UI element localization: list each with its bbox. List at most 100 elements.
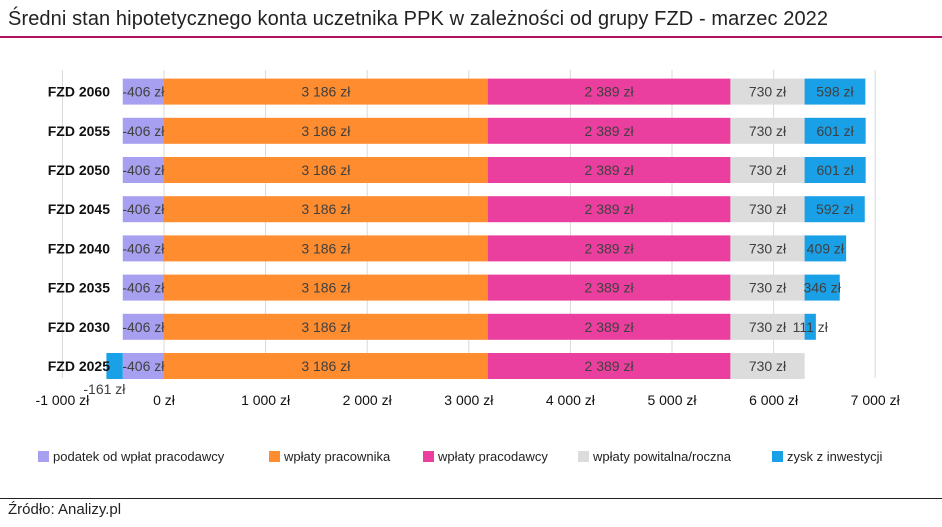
data-label: 3 186 zł <box>301 319 351 335</box>
category-label: FZD 2030 <box>48 319 110 335</box>
x-tick-label: 7 000 zł <box>851 392 901 408</box>
x-tick-label: 0 zł <box>153 392 176 408</box>
bar-segment <box>730 313 805 340</box>
legend-swatch <box>772 451 783 462</box>
bar-segment <box>730 117 805 144</box>
stacked-bar-chart: -406 zł 3 186 zł 2 389 zł 730 zł 598 zł -406 … <box>36 70 901 464</box>
bar-segment <box>487 274 731 301</box>
bar-segment <box>122 117 164 144</box>
bar-segment <box>164 313 488 340</box>
bar-segment <box>164 157 488 183</box>
bar-segment <box>122 196 164 223</box>
bar-segment <box>487 235 731 262</box>
x-tick-label: 4 000 zł <box>546 392 596 408</box>
legend-swatch <box>423 451 434 462</box>
x-axis: -1 000 zł 0 zł 1 000 zł 2 000 zł 3 000 zł 4 0… <box>36 392 901 408</box>
bar-segment <box>730 78 805 105</box>
bar-segment <box>730 157 805 183</box>
data-label: 2 389 zł <box>585 123 635 139</box>
data-label: 730 zł <box>749 358 787 374</box>
bar-segment <box>730 274 805 301</box>
data-label: 730 zł <box>749 201 787 217</box>
bar-segment <box>804 274 840 301</box>
data-label: -406 zł <box>122 84 165 100</box>
bar-segment <box>487 117 731 144</box>
category-label: FZD 2050 <box>48 162 110 178</box>
bar-segment <box>164 353 488 379</box>
data-label: 3 186 zł <box>301 240 351 256</box>
bar-segment <box>487 313 731 340</box>
data-label: 3 186 zł <box>301 84 351 100</box>
category-label: FZD 2055 <box>48 123 110 139</box>
bar-segment <box>730 235 805 262</box>
footer-divider <box>0 498 942 499</box>
bar-segment <box>122 157 164 183</box>
x-tick-label: 3 000 zł <box>444 392 494 408</box>
bar-segment <box>804 117 866 144</box>
legend: podatek od wpłat pracodawcy wpłaty pracow… <box>38 449 882 464</box>
data-label: 3 186 zł <box>301 280 351 296</box>
bars <box>106 78 866 379</box>
x-tick-label: 5 000 zł <box>647 392 697 408</box>
bar-segment <box>804 235 847 262</box>
data-label: 730 zł <box>749 280 787 296</box>
bar-segment <box>487 78 731 105</box>
data-label: 111 zł <box>793 319 829 335</box>
bar-segment <box>804 313 816 340</box>
bar-segment <box>122 353 164 379</box>
legend-swatch <box>38 451 49 462</box>
data-label: 409 zł <box>807 240 845 256</box>
bar-segment <box>164 117 488 144</box>
bar-segment <box>804 157 866 183</box>
data-label: 730 zł <box>749 319 787 335</box>
category-label: FZD 2025 <box>48 358 110 374</box>
x-tick-label: -1 000 zł <box>36 392 91 408</box>
data-label: 3 186 zł <box>301 358 351 374</box>
data-label: 346 zł <box>803 280 841 296</box>
data-label: 3 186 zł <box>301 162 351 178</box>
bar-segment <box>106 353 123 379</box>
category-label: FZD 2040 <box>48 240 110 256</box>
data-label: -406 zł <box>122 319 165 335</box>
data-label: -406 zł <box>122 201 165 217</box>
data-label: 730 zł <box>749 84 787 100</box>
data-label: 3 186 zł <box>301 201 351 217</box>
legend-swatch <box>578 451 589 462</box>
bar-segment <box>164 196 488 223</box>
data-label: -406 zł <box>122 123 165 139</box>
bar-segment <box>164 274 488 301</box>
x-tick-label: 1 000 zł <box>241 392 291 408</box>
legend-label: podatek od wpłat pracodawcy <box>53 449 225 464</box>
data-label: 2 389 zł <box>585 319 635 335</box>
data-label: -406 zł <box>122 280 165 296</box>
data-label: 730 zł <box>749 240 787 256</box>
bar-segment <box>804 78 866 105</box>
bar-segment <box>487 196 731 223</box>
chart-title: Średni stan hipotetycznego konta uczetni… <box>8 8 829 30</box>
bar-segment <box>122 274 164 301</box>
data-label: 2 389 zł <box>585 162 635 178</box>
data-label: -406 zł <box>122 358 165 374</box>
data-label: 2 389 zł <box>585 84 635 100</box>
data-label: -406 zł <box>122 240 165 256</box>
category-label: FZD 2035 <box>48 280 110 296</box>
legend-label: wpłaty powitalna/roczna <box>592 449 732 464</box>
category-label: FZD 2045 <box>48 201 110 217</box>
data-label: 2 389 zł <box>585 240 635 256</box>
bar-segment <box>804 196 865 223</box>
legend-label: zysk z inwestycji <box>787 449 882 464</box>
source-note: Źródło: Analizy.pl <box>8 501 122 518</box>
data-labels: -406 zł 3 186 zł 2 389 zł 730 zł 598 zł -406 … <box>83 84 854 397</box>
category-labels: FZD 2060 FZD 2055 FZD 2050 FZD 2045 FZD 2040… <box>48 84 110 374</box>
bar-segment <box>164 235 488 262</box>
data-label: 601 zł <box>816 162 854 178</box>
bar-segment <box>730 196 805 223</box>
data-label: 592 zł <box>816 201 854 217</box>
data-label: 598 zł <box>816 84 854 100</box>
data-label: 730 zł <box>749 123 787 139</box>
bar-segment <box>122 78 164 105</box>
bar-segment <box>122 313 164 340</box>
bar-segment <box>164 78 488 105</box>
legend-swatch <box>269 451 280 462</box>
x-tick-label: 2 000 zł <box>343 392 393 408</box>
